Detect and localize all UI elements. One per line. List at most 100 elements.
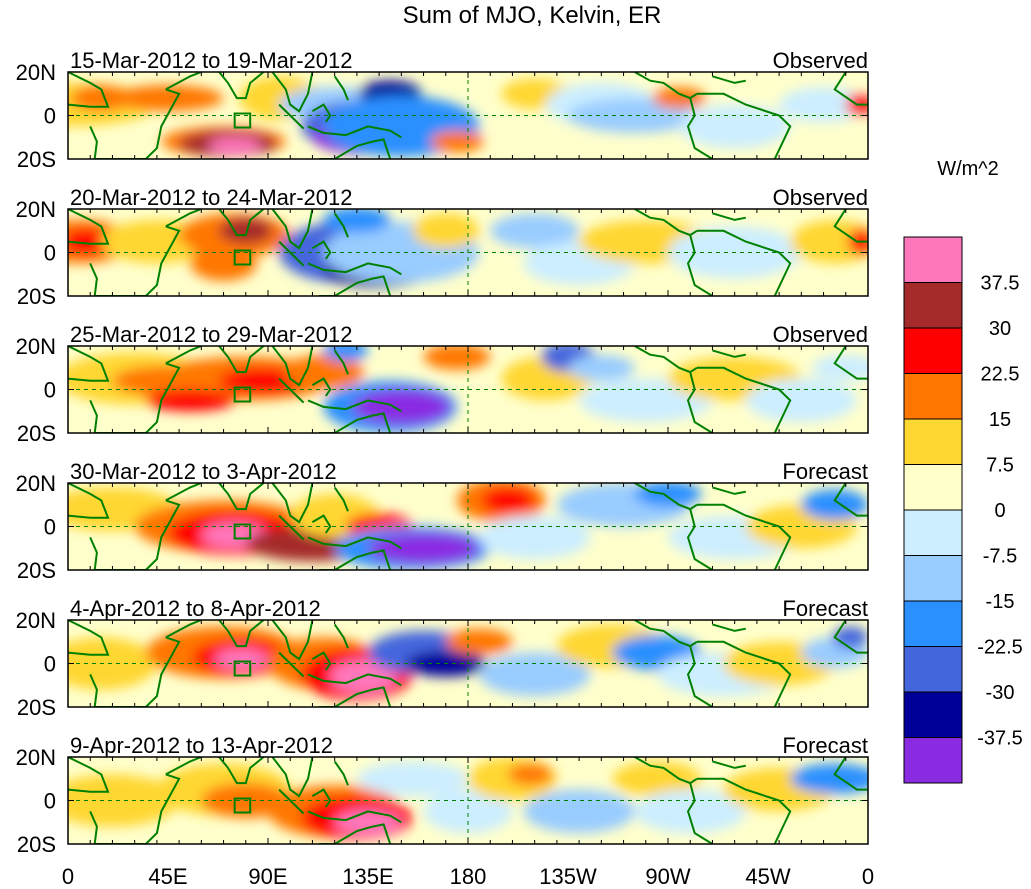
lon-label: 135W: [539, 864, 597, 889]
coastline: [89, 88, 181, 159]
colorbar-label: 30: [989, 318, 1011, 340]
anomaly-blob: [323, 209, 391, 233]
anomaly-blob: [812, 354, 868, 381]
lat-label: 0: [44, 104, 56, 129]
coastline: [686, 782, 713, 844]
colorbar-swatch: [903, 282, 963, 329]
lat-label: 20N: [16, 608, 56, 633]
anomaly-field: [68, 483, 868, 570]
colorbar-swatch: [903, 737, 963, 784]
coastline: [311, 240, 332, 260]
anomaly-blob: [832, 626, 868, 649]
region-box: [233, 797, 252, 814]
coastline: [634, 346, 698, 374]
coastline: [634, 620, 698, 648]
colorbar-swatch: [903, 509, 963, 556]
colorbar-label: 15: [989, 409, 1011, 431]
coastline: [307, 810, 402, 824]
figure-title: Sum of MJO, Kelvin, ER: [403, 2, 662, 29]
coastline: [311, 788, 332, 808]
colorbar-swatch: [903, 236, 963, 283]
lat-label: 20N: [16, 334, 56, 359]
coastlines: [68, 620, 868, 707]
panel-date-range: 4-Apr-2012 to 8-Apr-2012: [70, 596, 321, 621]
coastline: [833, 757, 868, 791]
coastline: [165, 346, 202, 365]
colorbar-label: -37.5: [977, 728, 1023, 750]
lon-label: 45E: [148, 864, 187, 889]
coastline: [686, 234, 713, 296]
anomaly-blob: [219, 217, 273, 244]
map-panel: 20N 0 20S 15-Mar-2012 to 19-Mar-2012 Observe…: [16, 48, 869, 172]
panel-status: Observed: [773, 48, 868, 73]
colorbar-units: W/m^2: [937, 158, 999, 180]
lat-label: 20N: [16, 745, 56, 770]
anomaly-blob: [68, 228, 108, 255]
anomaly-blob: [679, 104, 791, 149]
coastline: [712, 75, 746, 84]
coastline: [833, 483, 868, 517]
coastline: [712, 623, 746, 632]
map-panels: 20N 0 20S 15-Mar-2012 to 19-Mar-2012 Observe…: [16, 48, 869, 857]
coastline: [307, 536, 402, 550]
panel-date-range: 20-Mar-2012 to 24-Mar-2012: [70, 185, 352, 210]
colorbar-label: -15: [986, 591, 1015, 613]
colorbar-swatch: [903, 418, 963, 465]
anomaly-field: [68, 620, 868, 707]
panel-status: Observed: [773, 322, 868, 347]
coastline: [696, 366, 792, 433]
coastline: [712, 349, 746, 358]
coastline: [319, 549, 392, 570]
anomaly-blob: [568, 354, 635, 381]
anomaly-blob: [214, 648, 268, 671]
coastline: [68, 209, 110, 245]
coastline: [686, 508, 713, 570]
coastline: [165, 209, 202, 228]
coastline: [68, 483, 110, 519]
coastline: [634, 757, 698, 785]
colorbar-label: 7.5: [986, 455, 1014, 477]
anomaly-blob: [652, 87, 706, 109]
anomaly-blob: [356, 761, 469, 797]
coastlines: [68, 209, 868, 296]
coastline: [686, 371, 713, 433]
coastline: [307, 399, 402, 413]
lat-label: 0: [44, 652, 56, 677]
anomaly-blob: [412, 213, 480, 249]
coastline: [218, 346, 265, 374]
colorbar-swatch: [903, 373, 963, 420]
coastline: [311, 514, 332, 534]
coastline: [333, 760, 349, 786]
coastline: [307, 673, 402, 687]
lon-label: 0: [862, 864, 874, 889]
lat-label: 0: [44, 515, 56, 540]
anomaly-blob: [190, 245, 257, 281]
anomaly-blob: [112, 85, 224, 112]
coastline: [333, 349, 349, 375]
lat-label: 0: [44, 378, 56, 403]
coastline: [89, 773, 181, 844]
anomaly-field: [68, 346, 868, 433]
coastline: [271, 757, 314, 798]
anomaly-field: [68, 209, 868, 296]
coastline: [278, 651, 305, 678]
colorbar-label: -7.5: [983, 546, 1017, 568]
lat-label: 20S: [17, 558, 56, 583]
map-panel: 20N 0 20S 20-Mar-2012 to 24-Mar-2012 Observe…: [16, 185, 869, 309]
lat-label: 20S: [17, 421, 56, 446]
coastline: [833, 209, 868, 243]
lat-label: 20N: [16, 471, 56, 496]
coastline: [696, 92, 792, 159]
anomaly-blob: [790, 763, 868, 794]
colorbar-swatch: [903, 555, 963, 602]
coastline: [686, 97, 713, 159]
coastline: [333, 623, 349, 649]
anomaly-blob: [634, 483, 702, 507]
lat-label: 0: [44, 789, 56, 814]
coastline: [307, 125, 402, 139]
anomaly-blob: [145, 389, 235, 412]
region-box: [233, 523, 252, 540]
lat-label: 20S: [17, 147, 56, 172]
panel-date-range: 25-Mar-2012 to 29-Mar-2012: [70, 322, 352, 347]
coastline: [278, 788, 305, 815]
